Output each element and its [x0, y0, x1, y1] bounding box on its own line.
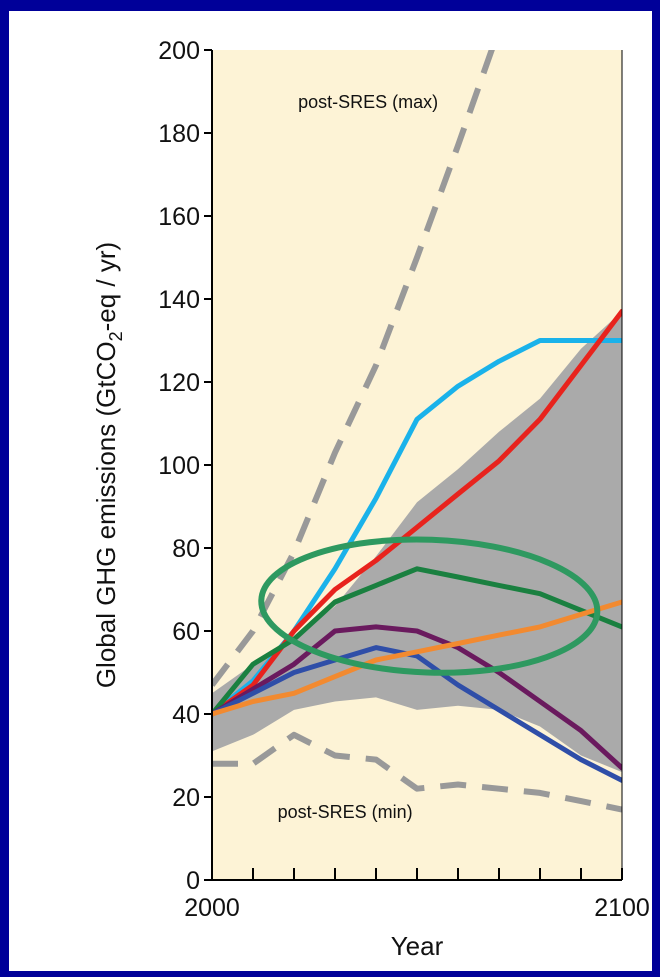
y-axis-title: Global GHG emissions (GtCO2-eq / yr) [91, 242, 126, 688]
series-line-3 [212, 624, 622, 771]
y-tick-label: 40 [172, 701, 200, 729]
y-tick-label: 140 [158, 286, 200, 314]
annotation-label: post-SRES (max) [298, 92, 438, 112]
y-axis-title-subscript: 2 [106, 331, 126, 341]
reference-line-1 [212, 731, 622, 813]
y-tick-label: 100 [158, 452, 200, 480]
y-tick-label: 60 [172, 618, 200, 646]
y-tick-label: 20 [172, 784, 200, 812]
y-axis-title-part1: Global GHG emissions (GtCO [91, 341, 121, 688]
annotation-label: post-SRES (min) [278, 802, 413, 822]
x-axis-title: Year [391, 931, 444, 961]
y-tick-label: 200 [158, 37, 200, 65]
y-tick-label: 0 [186, 867, 200, 895]
y-tick-label: 120 [158, 369, 200, 397]
y-tick-label: 80 [172, 535, 200, 563]
series-line-2 [212, 566, 622, 717]
x-tick-label: 2100 [594, 894, 650, 922]
y-tick-label: 160 [158, 203, 200, 231]
series-line-4 [212, 645, 622, 783]
y-axis-title-part2: -eq / yr) [91, 242, 121, 332]
x-tick-label: 2000 [184, 894, 240, 922]
series-line-5 [212, 599, 622, 717]
reference-line-0 [212, 50, 495, 687]
highlight-ellipse [258, 536, 601, 676]
y-tick-label: 180 [158, 120, 200, 148]
